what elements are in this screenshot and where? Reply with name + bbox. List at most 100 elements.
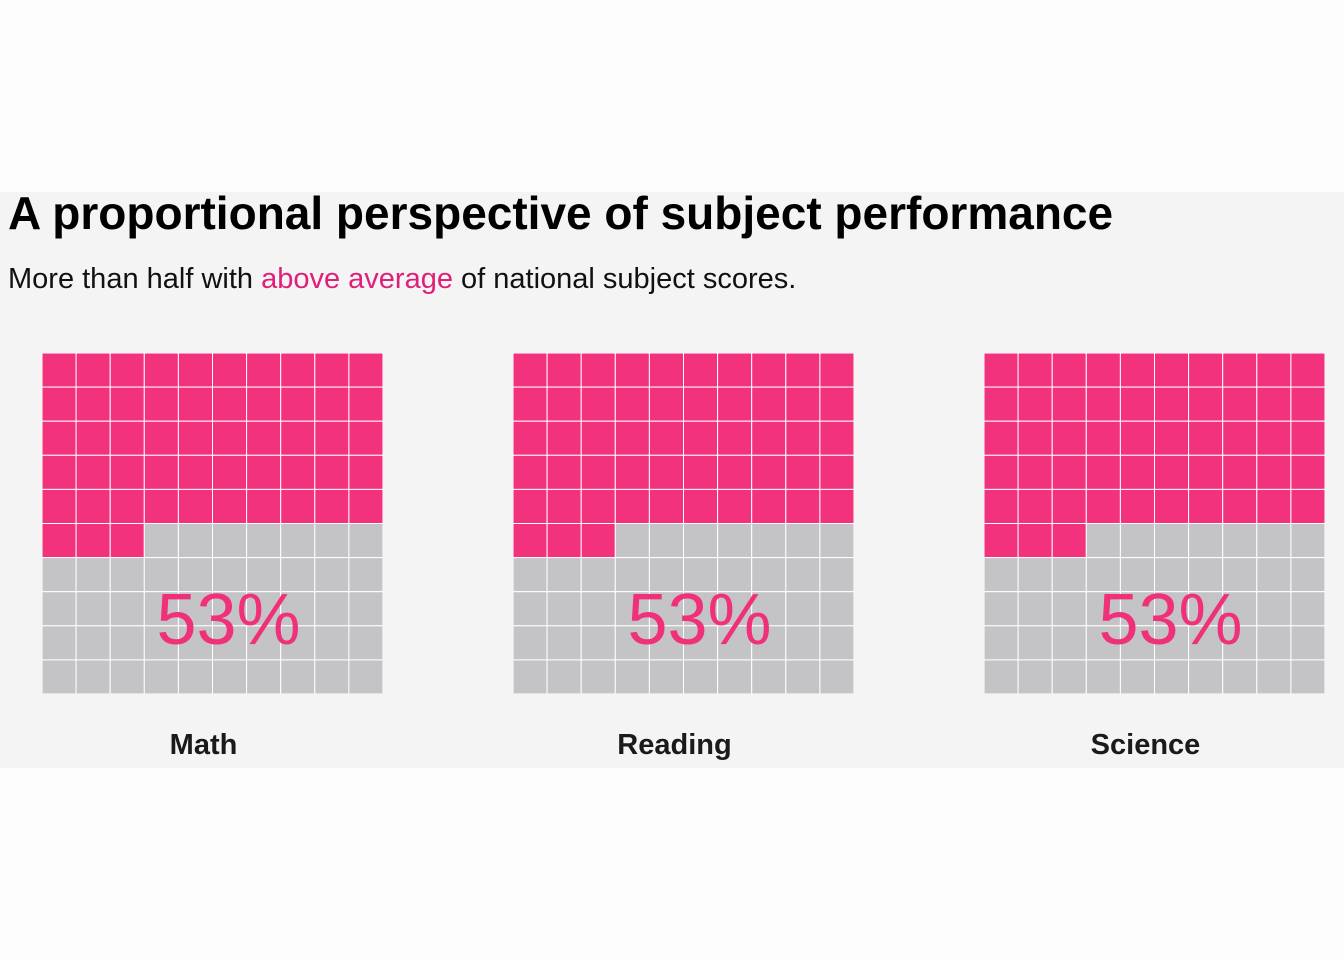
waffle-cell-math-filled [109, 353, 145, 388]
waffle-cell-reading-filled [683, 386, 719, 422]
waffle-cell-math-empty [143, 659, 179, 694]
waffle-cell-science-empty [1051, 659, 1087, 694]
waffle-cell-reading-empty [580, 591, 616, 627]
waffle-cell-reading-filled [513, 353, 548, 388]
waffle-cell-math-empty [75, 659, 111, 694]
waffle-cell-science-empty [1188, 591, 1224, 627]
waffle-cell-science-empty [1290, 625, 1325, 661]
waffle-cell-math-empty [42, 557, 77, 593]
waffle-cell-science-filled [1222, 488, 1258, 524]
waffle-cell-math-filled [348, 420, 383, 456]
waffle-cell-science-filled [1085, 420, 1121, 456]
waffle-cell-math-filled [246, 454, 282, 490]
waffle-cell-science-filled [1154, 353, 1190, 388]
waffle-cell-reading-filled [785, 488, 821, 524]
waffle-cell-science-empty [984, 591, 1019, 627]
waffle-cell-reading-filled [819, 386, 854, 422]
waffle-cell-science-empty [1154, 523, 1190, 559]
waffle-cell-math-empty [143, 557, 179, 593]
waffle-cell-reading-empty [751, 523, 787, 559]
waffle-cell-reading-empty [546, 659, 582, 694]
waffle-cell-science-filled [1188, 353, 1224, 388]
waffle-cell-science-filled [1051, 353, 1087, 388]
waffle-cell-reading-empty [513, 557, 548, 593]
waffle-cell-reading-empty [683, 625, 719, 661]
waffle-cell-math-empty [212, 625, 248, 661]
waffle-cell-reading-empty [819, 557, 854, 593]
waffle-cell-math-filled [143, 488, 179, 524]
waffle-cell-math-filled [177, 454, 213, 490]
waffle-cell-reading-empty [648, 659, 684, 694]
waffle-cell-reading-empty [683, 557, 719, 593]
waffle-cell-math-empty [348, 625, 383, 661]
waffle-cell-science-empty [1154, 625, 1190, 661]
waffle-cell-math-empty [314, 625, 350, 661]
waffle-cell-science-filled [1256, 488, 1292, 524]
waffle-cell-reading-filled [580, 353, 616, 388]
waffle-cell-math-filled [75, 420, 111, 456]
waffle-cell-reading-empty [785, 591, 821, 627]
waffle-cell-reading-empty [614, 591, 650, 627]
waffle-cell-math-filled [75, 488, 111, 524]
waffle-cell-science-empty [1222, 625, 1258, 661]
waffle-cell-reading-empty [751, 591, 787, 627]
waffle-cell-science-empty [1085, 557, 1121, 593]
waffle-cell-reading-filled [819, 353, 854, 388]
waffle-cell-math-empty [280, 591, 316, 627]
waffle-cell-reading-filled [717, 420, 753, 456]
waffle-cell-math-filled [177, 488, 213, 524]
waffle-cell-science-empty [1017, 591, 1053, 627]
waffle-cell-reading-empty [819, 659, 854, 694]
waffle-cell-reading-filled [513, 488, 548, 524]
waffle-cell-reading-filled [580, 523, 616, 559]
waffle-cell-reading-empty [683, 659, 719, 694]
waffle-cell-science-filled [1119, 488, 1155, 524]
waffle-cell-science-empty [1017, 625, 1053, 661]
waffle-cell-reading-filled [819, 420, 854, 456]
waffle-cell-math-empty [348, 523, 383, 559]
waffle-cell-science-filled [1017, 488, 1053, 524]
waffle-cell-math-empty [246, 659, 282, 694]
waffle-cell-science-empty [1188, 557, 1224, 593]
waffle-cell-science-filled [1154, 386, 1190, 422]
subtitle-text-start: More than half with [8, 263, 262, 295]
waffle-cell-math-empty [177, 625, 213, 661]
waffle-cell-science-filled [1188, 386, 1224, 422]
waffle-cell-reading-empty [785, 659, 821, 694]
waffle-cell-science-filled [1051, 420, 1087, 456]
waffle-cell-reading-empty [614, 557, 650, 593]
waffle-cell-reading-filled [614, 454, 650, 490]
waffle-cell-science-empty [1017, 557, 1053, 593]
waffle-cell-science-filled [1256, 454, 1292, 490]
waffle-cell-math-empty [348, 591, 383, 627]
waffle-cell-science-filled [1051, 523, 1087, 559]
waffle-cell-science-filled [1290, 488, 1325, 524]
waffle-cell-math-empty [177, 591, 213, 627]
waffle-cell-math-filled [143, 386, 179, 422]
waffle-cell-math-filled [314, 454, 350, 490]
waffle-cell-reading-filled [648, 353, 684, 388]
waffle-cell-science-empty [1188, 659, 1224, 694]
waffle-cell-science-filled [1290, 420, 1325, 456]
waffle-cell-math-empty [246, 591, 282, 627]
waffle-cell-reading-empty [717, 625, 753, 661]
waffle-cell-reading-empty [819, 591, 854, 627]
waffle-cell-reading-empty [683, 523, 719, 559]
waffle-cell-science-filled [1154, 454, 1190, 490]
waffle-cell-science-filled [1290, 353, 1325, 388]
waffle-cell-science-empty [1119, 591, 1155, 627]
waffle-cell-reading-filled [580, 420, 616, 456]
waffle-cell-math-filled [177, 386, 213, 422]
waffle-cell-math-filled [75, 454, 111, 490]
waffle-cell-science-filled [1051, 454, 1087, 490]
waffle-cell-reading-filled [683, 420, 719, 456]
waffle-cell-science-filled [1188, 488, 1224, 524]
waffle-cell-reading-filled [648, 454, 684, 490]
waffle-cell-science-filled [1085, 488, 1121, 524]
waffle-cell-science-empty [1256, 557, 1292, 593]
waffle-cell-science-empty [984, 659, 1019, 694]
waffle-cell-science-filled [1085, 353, 1121, 388]
waffle-cell-math-filled [177, 420, 213, 456]
waffle-cell-reading-empty [513, 659, 548, 694]
waffle-math [42, 353, 383, 694]
